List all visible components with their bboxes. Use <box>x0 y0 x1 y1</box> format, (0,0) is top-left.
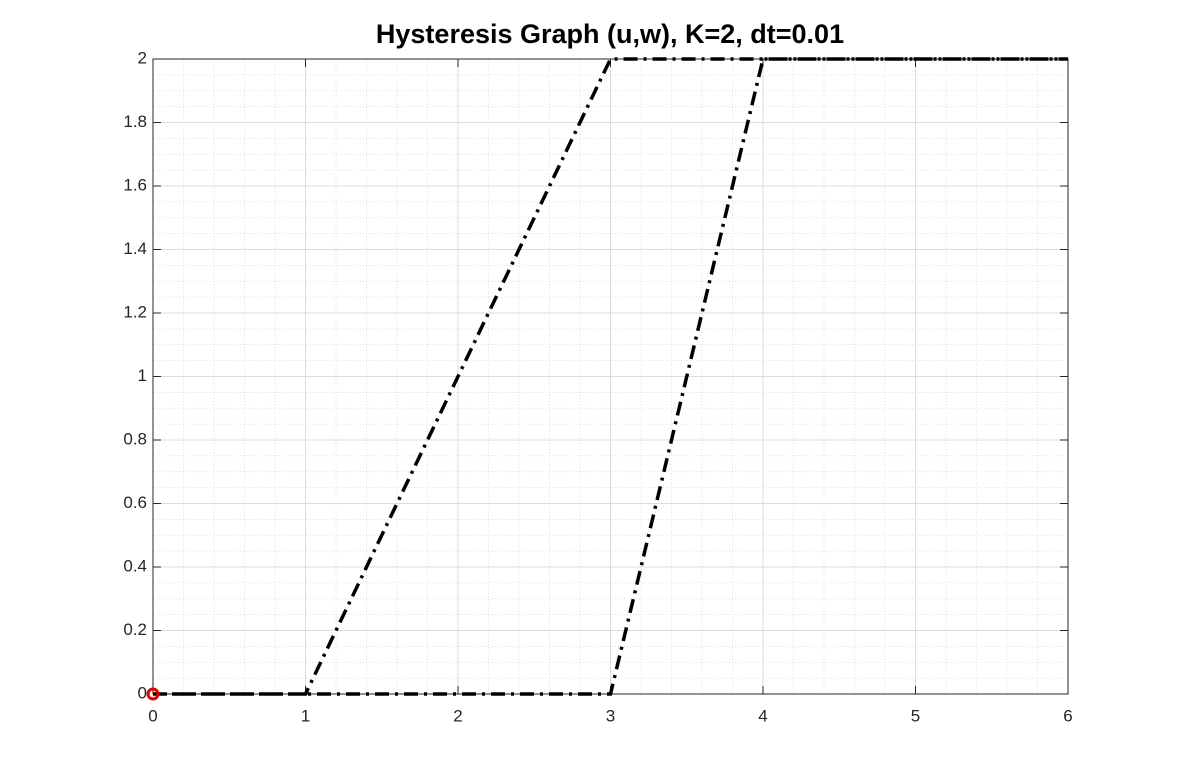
y-tick-label: 2 <box>138 48 147 67</box>
y-tick-label: 1.2 <box>123 302 147 321</box>
y-tick-label: 1.8 <box>123 112 147 131</box>
start-marker <box>146 687 160 701</box>
y-tick-label: 1.4 <box>123 239 147 258</box>
x-tick-label: 4 <box>758 706 767 725</box>
data-line <box>153 57 1068 696</box>
x-tick-label: 3 <box>606 706 615 725</box>
x-tick-label: 0 <box>148 706 157 725</box>
y-tick-label: 0.4 <box>123 556 147 575</box>
y-tick-label: 0 <box>138 683 147 702</box>
y-tick-label: 0.8 <box>123 429 147 448</box>
chart-title: Hysteresis Graph (u,w), K=2, dt=0.01 <box>376 19 844 49</box>
y-tick-label: 0.6 <box>123 493 147 512</box>
y-tick-label: 1.6 <box>123 175 147 194</box>
y-tick-label: 1 <box>138 366 147 385</box>
x-tick-label: 5 <box>911 706 920 725</box>
x-tick-label: 6 <box>1063 706 1072 725</box>
y-tick-label: 0.2 <box>123 620 147 639</box>
x-tick-label: 2 <box>453 706 462 725</box>
x-tick-label: 1 <box>301 706 310 725</box>
